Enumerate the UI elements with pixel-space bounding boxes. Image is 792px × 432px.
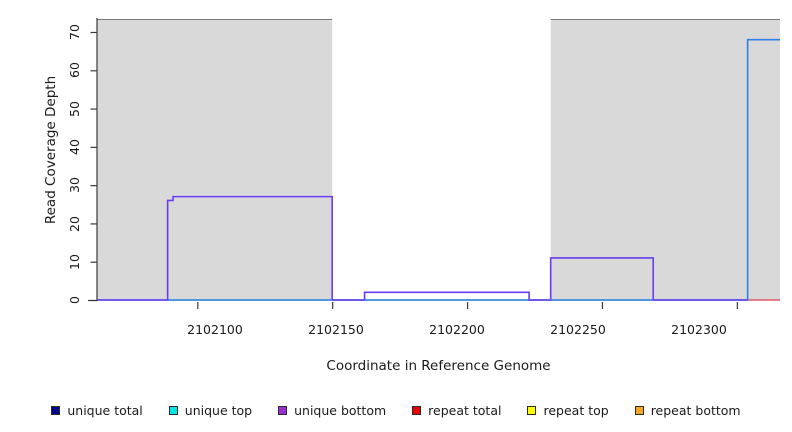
legend-label-repeat-total: repeat total (428, 402, 502, 418)
x-tick-label-2102300: 2102300 (671, 322, 727, 337)
legend-swatch-unique-bottom (278, 405, 288, 415)
legend-item-repeat-top: repeat top (527, 402, 609, 418)
legend-item-unique-top: unique top (168, 402, 253, 418)
y-tick-label-30: 30 (67, 177, 82, 193)
legend-swatch-repeat-total (412, 405, 422, 415)
y-tick-label-60: 60 (67, 62, 82, 78)
legend-item-repeat-bottom: repeat bottom (634, 402, 741, 418)
series-unique-bottom (97, 195, 748, 301)
x-tick-label-2102100: 2102100 (187, 322, 243, 337)
y-tick-label-0: 0 (67, 296, 82, 304)
legend-item-unique-bottom: unique bottom (278, 403, 386, 418)
chart-legend: unique total unique top unique bottom re… (0, 398, 792, 422)
y-tick-label-50: 50 (67, 101, 82, 117)
y-tick-label-40: 40 (67, 139, 82, 155)
legend-swatch-unique-total (51, 405, 61, 415)
y-tick-label-10: 10 (67, 254, 82, 270)
y-axis-title: Read Coverage Depth (43, 75, 59, 225)
repeat-region-1 (97, 19, 333, 300)
x-tick-label-2102200: 2102200 (429, 322, 485, 337)
x-tick-label-2102150: 2102150 (308, 322, 364, 337)
legend-swatch-repeat-bottom (634, 405, 644, 415)
x-tick-label-2102250: 2102250 (550, 322, 606, 337)
legend-label-unique-bottom: unique bottom (294, 402, 387, 418)
repeat-region-2 (550, 19, 780, 300)
legend-label-repeat-bottom: repeat bottom (650, 402, 741, 418)
series-unique-top (97, 38, 780, 301)
legend-swatch-repeat-top (527, 405, 537, 415)
y-tick-label-70: 70 (67, 24, 82, 40)
legend-item-repeat-total: repeat total (412, 403, 501, 418)
legend-item-unique-total: unique total (51, 402, 143, 418)
y-tick-label-20: 20 (67, 216, 82, 232)
legend-label-unique-top: unique top (184, 402, 253, 418)
x-axis-title: Coordinate in Reference Genome (326, 358, 551, 374)
legend-label-unique-total: unique total (67, 402, 143, 418)
legend-label-repeat-top: repeat top (543, 402, 609, 418)
legend-swatch-unique-top (168, 405, 178, 415)
